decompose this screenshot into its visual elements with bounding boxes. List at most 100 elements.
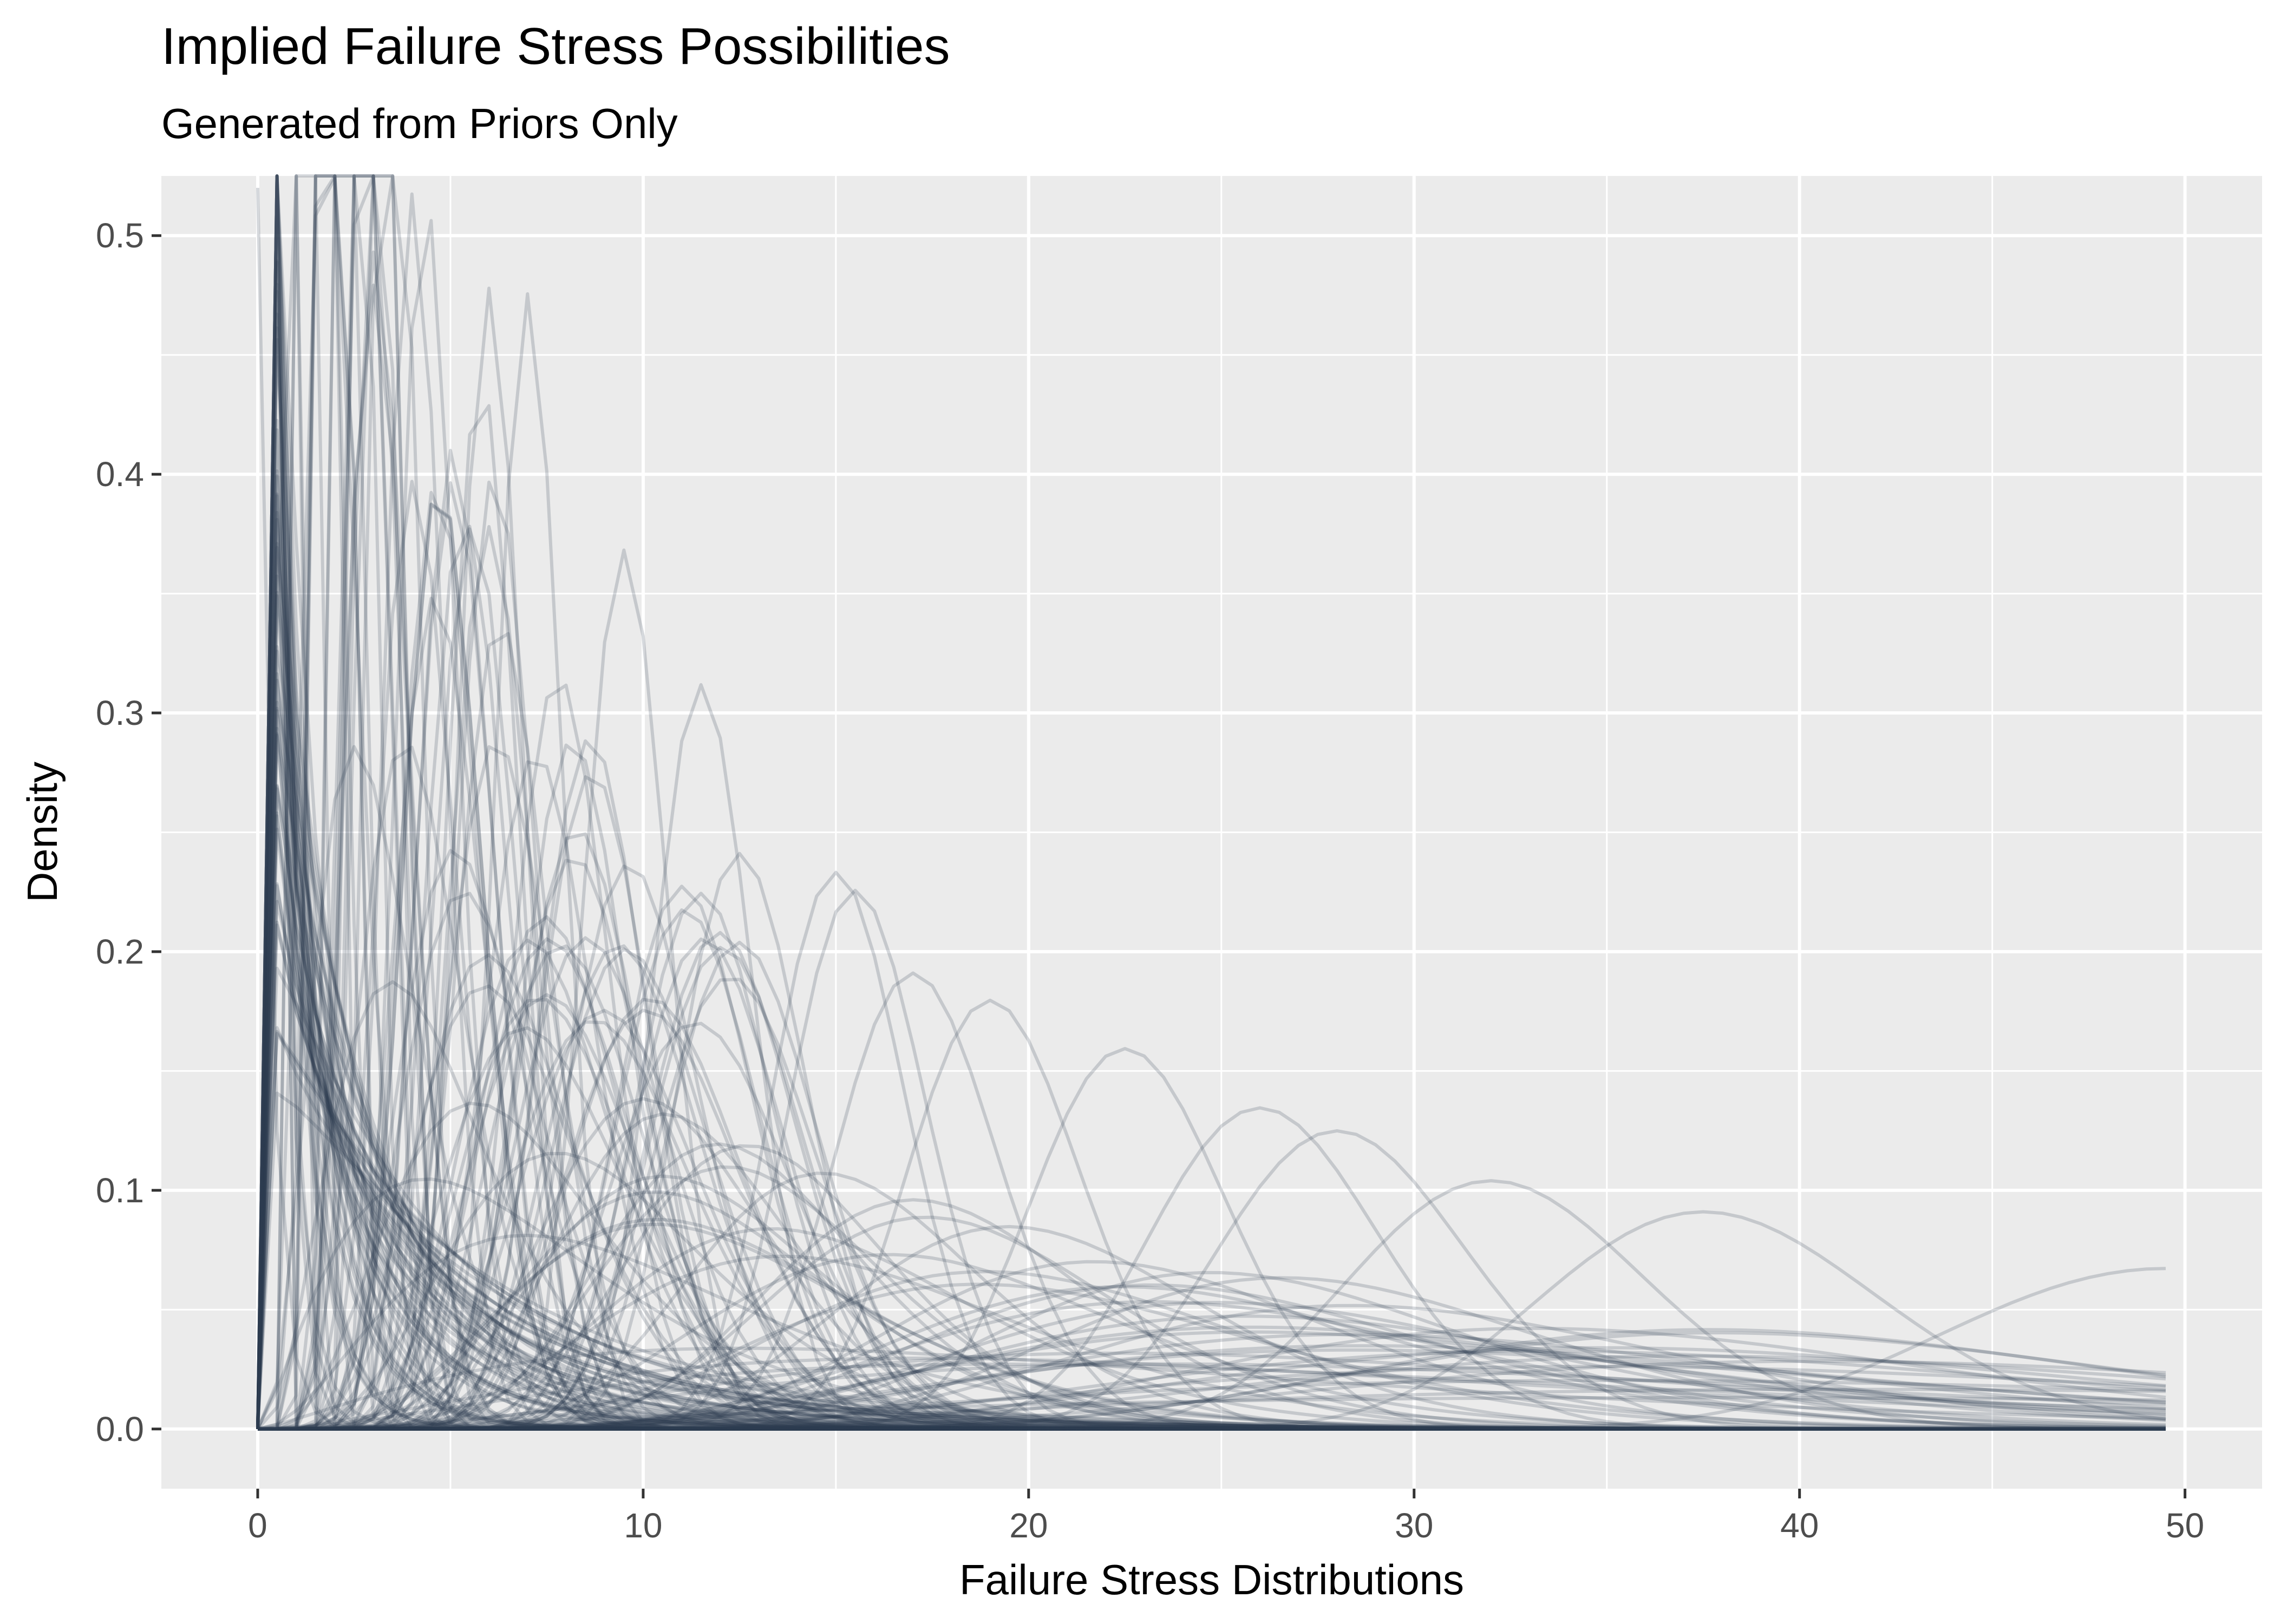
y-tick-label: 0.4 [96,455,144,494]
density-curve [256,174,2166,1431]
density-curve [256,672,2166,1431]
density-curve [258,944,2166,1431]
density-curve [258,1097,2166,1431]
density-curve [258,775,2166,1431]
density-curve [258,1142,2166,1431]
density-curve [258,1348,2166,1431]
density-curve [256,882,2166,1431]
density-curve [258,760,2166,1431]
density-curve [258,1328,2166,1431]
density-curve [256,709,2166,1431]
x-axis: 0 10 20 30 40 50 [248,1489,2204,1545]
x-tick-label: 10 [624,1506,662,1545]
density-curve [256,174,2166,1431]
density-curve-sample [258,683,2166,1431]
density-curve [258,931,2166,1431]
density-curve [257,1362,2166,1431]
y-tick-label: 0.5 [96,216,144,255]
density-curve [258,1325,2166,1431]
density-curve [258,1026,2166,1431]
density-curve [256,650,2166,1431]
density-curve [256,494,2166,1431]
density-curve [258,1222,2166,1431]
density-curve [258,978,2166,1431]
density-curve-sample [256,187,2166,1431]
density-curve [258,1020,2166,1431]
density-curve-sample [258,1106,2166,1431]
density-curve [258,1224,2166,1431]
density-curve [258,998,2166,1431]
density-curve [257,1234,2166,1431]
density-curve [258,1326,2166,1431]
density-curve [258,885,2166,1431]
density-curve [258,998,2166,1431]
density-curve [257,1152,2166,1431]
density-curve-sample [258,548,2166,1431]
density-curve [258,1346,2166,1431]
density-curve [256,700,2166,1431]
density-curve-sample [258,283,2166,1431]
density-curve [256,174,2166,1431]
density-curve [256,312,2166,1431]
density-curve [258,938,2166,1431]
density-curve [258,1198,2166,1431]
density-curve [258,502,2166,1431]
density-curve [256,338,2166,1431]
density-curve [256,1026,2166,1431]
density-curve [258,937,2166,1431]
density-curve [258,174,2166,1431]
density-curve [258,1379,2166,1431]
density-curve [256,980,2166,1431]
density-curve [256,174,2166,1431]
density-curve [256,732,2166,1431]
density-curve-sample [258,998,2166,1431]
y-axis-title: Density [18,762,66,902]
density-curve [256,920,2166,1431]
density-curve [258,908,2166,1431]
density-curve [258,1349,2166,1431]
density-curve [258,1354,2166,1431]
density-curve [256,884,2166,1431]
density-curve [256,745,2166,1431]
density-curve [258,1009,2166,1431]
density-curve [258,984,2166,1431]
y-axis: 0.0 0.1 0.2 0.3 0.4 0.5 [96,216,161,1449]
density-curve [256,923,2166,1431]
density-curve [258,1301,2166,1431]
density-curve [256,174,2166,1431]
density-curve [258,525,2166,1431]
density-curve [256,726,2166,1431]
density-curve [256,645,2166,1431]
density-curve [258,174,2166,1431]
density-curve [257,1363,2166,1431]
density-curve [256,542,2166,1431]
density-curve [258,892,2166,1431]
density-curve [258,1276,2166,1431]
density-curve [256,174,2166,1431]
density-curve [258,892,2166,1431]
density-curve [257,174,2166,1431]
density-curve [258,1330,2166,1431]
x-tick-label: 40 [1780,1506,1819,1545]
density-curve [256,428,2166,1431]
density-curve [256,1030,2166,1431]
density-curve [258,1359,2166,1431]
density-curve [258,832,2166,1431]
density-curve [257,1346,2166,1431]
density-curve [258,683,2166,1431]
density-curve [256,814,2166,1431]
density-curve [258,632,2166,1431]
density-curve [258,953,2166,1431]
density-curve [258,1365,2166,1431]
density-curve [258,1285,2166,1431]
density-curve [256,787,2166,1431]
density-curve [258,1344,2166,1431]
x-tick-label: 30 [1395,1506,1433,1545]
density-curve [258,1217,2166,1431]
density-curve [256,900,2166,1431]
density-curve [258,490,2166,1431]
density-curve [256,260,2166,1431]
density-curve [258,1282,2166,1431]
density-curve [258,174,2166,1431]
major-gridlines [161,176,2262,1489]
